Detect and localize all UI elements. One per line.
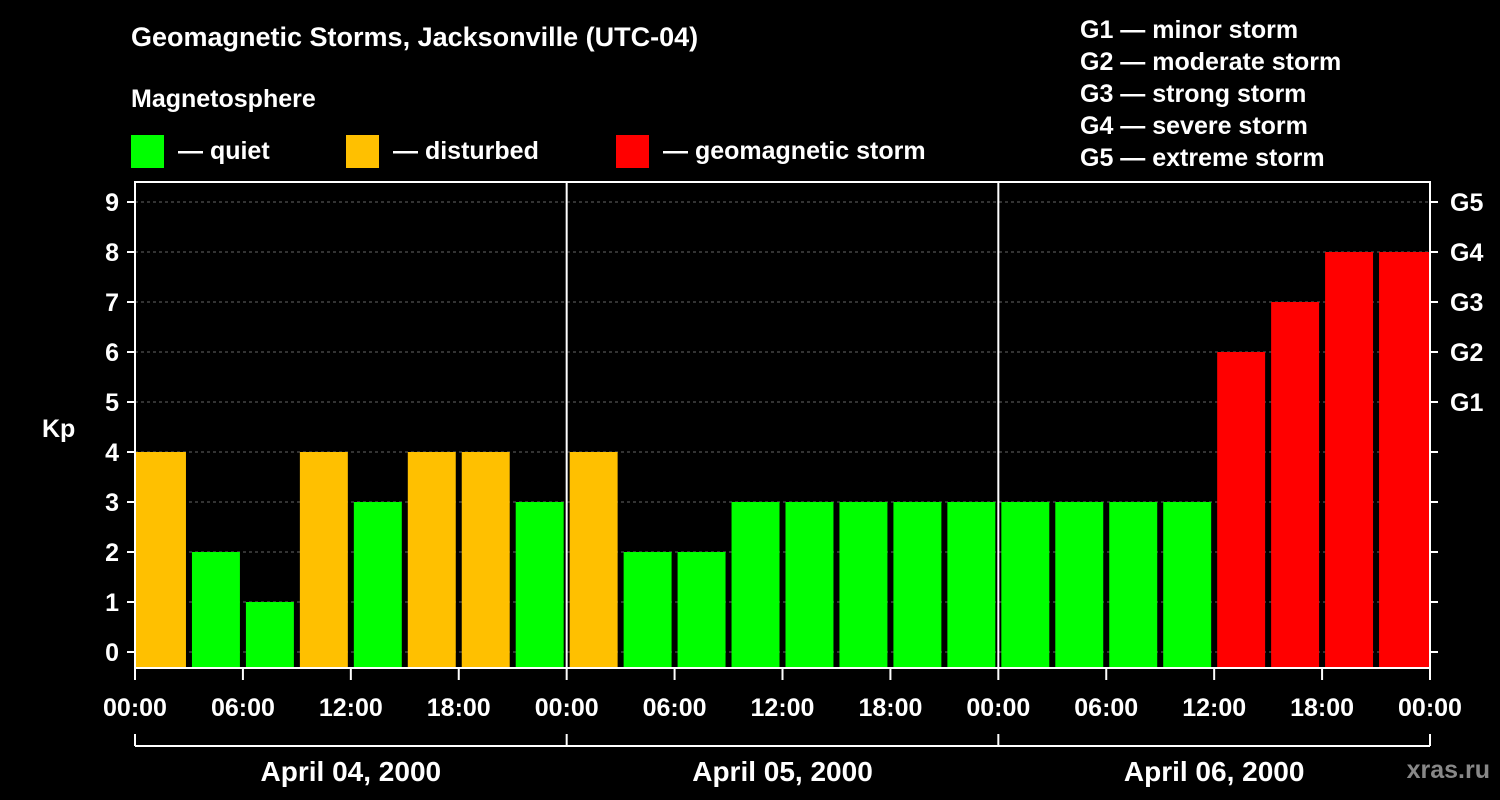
g-scale-label: G3 [1450,289,1483,317]
storm-scale-g1: G1 — minor storm [1080,16,1299,44]
chart-title: Geomagnetic Storms, Jacksonville (UTC-04… [131,22,699,52]
legend-label-quiet: — quiet [178,136,270,165]
kp-bar [353,502,402,668]
kp-bar [191,552,240,668]
y-tick-label: 1 [105,589,119,617]
kp-bar [785,502,834,668]
x-tick-label: 00:00 [966,694,1030,722]
x-tick-label: 12:00 [751,694,815,722]
g-scale-label: G2 [1450,339,1483,367]
x-tick-label: 18:00 [1290,694,1354,722]
kp-bar [1001,502,1050,668]
x-tick-label: 06:00 [1074,694,1138,722]
kp-bar [1163,502,1212,668]
legend-item-storm: — geomagnetic storm [616,134,926,168]
legend-swatch-storm [616,134,649,168]
kp-bar [1217,352,1266,668]
kp-bar [1055,502,1104,668]
kp-bar [245,602,294,668]
y-tick-label: 0 [105,639,119,667]
legend-item-quiet: — quiet [131,134,270,168]
kp-bar [461,452,510,668]
x-tick-label: 00:00 [1398,694,1462,722]
x-tick-label: 06:00 [643,694,707,722]
storm-scale-g4: G4 — severe storm [1080,112,1308,140]
kp-bar [1325,252,1374,668]
storm-scale-g5: G5 — extreme storm [1080,144,1325,172]
y-tick-label: 5 [105,389,119,417]
y-tick-label: 8 [105,239,119,267]
legend-label-storm: — geomagnetic storm [663,136,926,165]
x-tick-label: 00:00 [535,694,599,722]
kp-bar [136,452,186,668]
y-tick-label: 3 [105,489,119,517]
chart-subtitle: Magnetosphere [131,85,316,113]
kp-bar [731,502,780,668]
storm-scale-g3: G3 — strong storm [1080,80,1307,108]
y-tick-label: 6 [105,339,119,367]
kp-bar [893,502,942,668]
x-tick-label: 12:00 [319,694,383,722]
y-tick-label: 9 [105,189,119,217]
legend-label-disturbed: — disturbed [393,136,539,165]
x-tick-label: 18:00 [427,694,491,722]
kp-bar [947,502,996,668]
g-scale-label: G1 [1450,389,1483,417]
y-tick-label: 7 [105,289,119,317]
day-label: April 05, 2000 [692,756,873,787]
kp-bar [569,452,618,668]
storm-scale-legend: G1 — minor storm G2 — moderate storm G3 … [1080,14,1341,174]
kp-bar [677,552,726,668]
x-tick-label: 06:00 [211,694,275,722]
watermark: xras.ru [1406,756,1490,784]
kp-bar [1271,302,1320,668]
x-tick-label: 00:00 [103,694,167,722]
legend-item-disturbed: — disturbed [346,134,539,168]
kp-bar [407,452,456,668]
kp-bar [1379,252,1429,668]
x-tick-label: 18:00 [858,694,922,722]
kp-bar [623,552,672,668]
day-label: April 04, 2000 [261,756,442,787]
legend-swatch-quiet [131,134,164,168]
x-tick-label: 12:00 [1182,694,1246,722]
g-scale-label: G5 [1450,189,1483,217]
kp-bar [515,502,564,668]
y-tick-label: 2 [105,539,119,567]
kp-bar [1109,502,1158,668]
y-axis-label: Kp [42,415,76,443]
y-tick-label: 4 [105,439,119,467]
kp-bar [299,452,348,668]
day-label: April 06, 2000 [1124,756,1305,787]
storm-scale-g2: G2 — moderate storm [1080,48,1342,76]
g-scale-label: G4 [1450,239,1483,267]
legend-swatch-disturbed [346,134,379,168]
kp-bar [839,502,888,668]
